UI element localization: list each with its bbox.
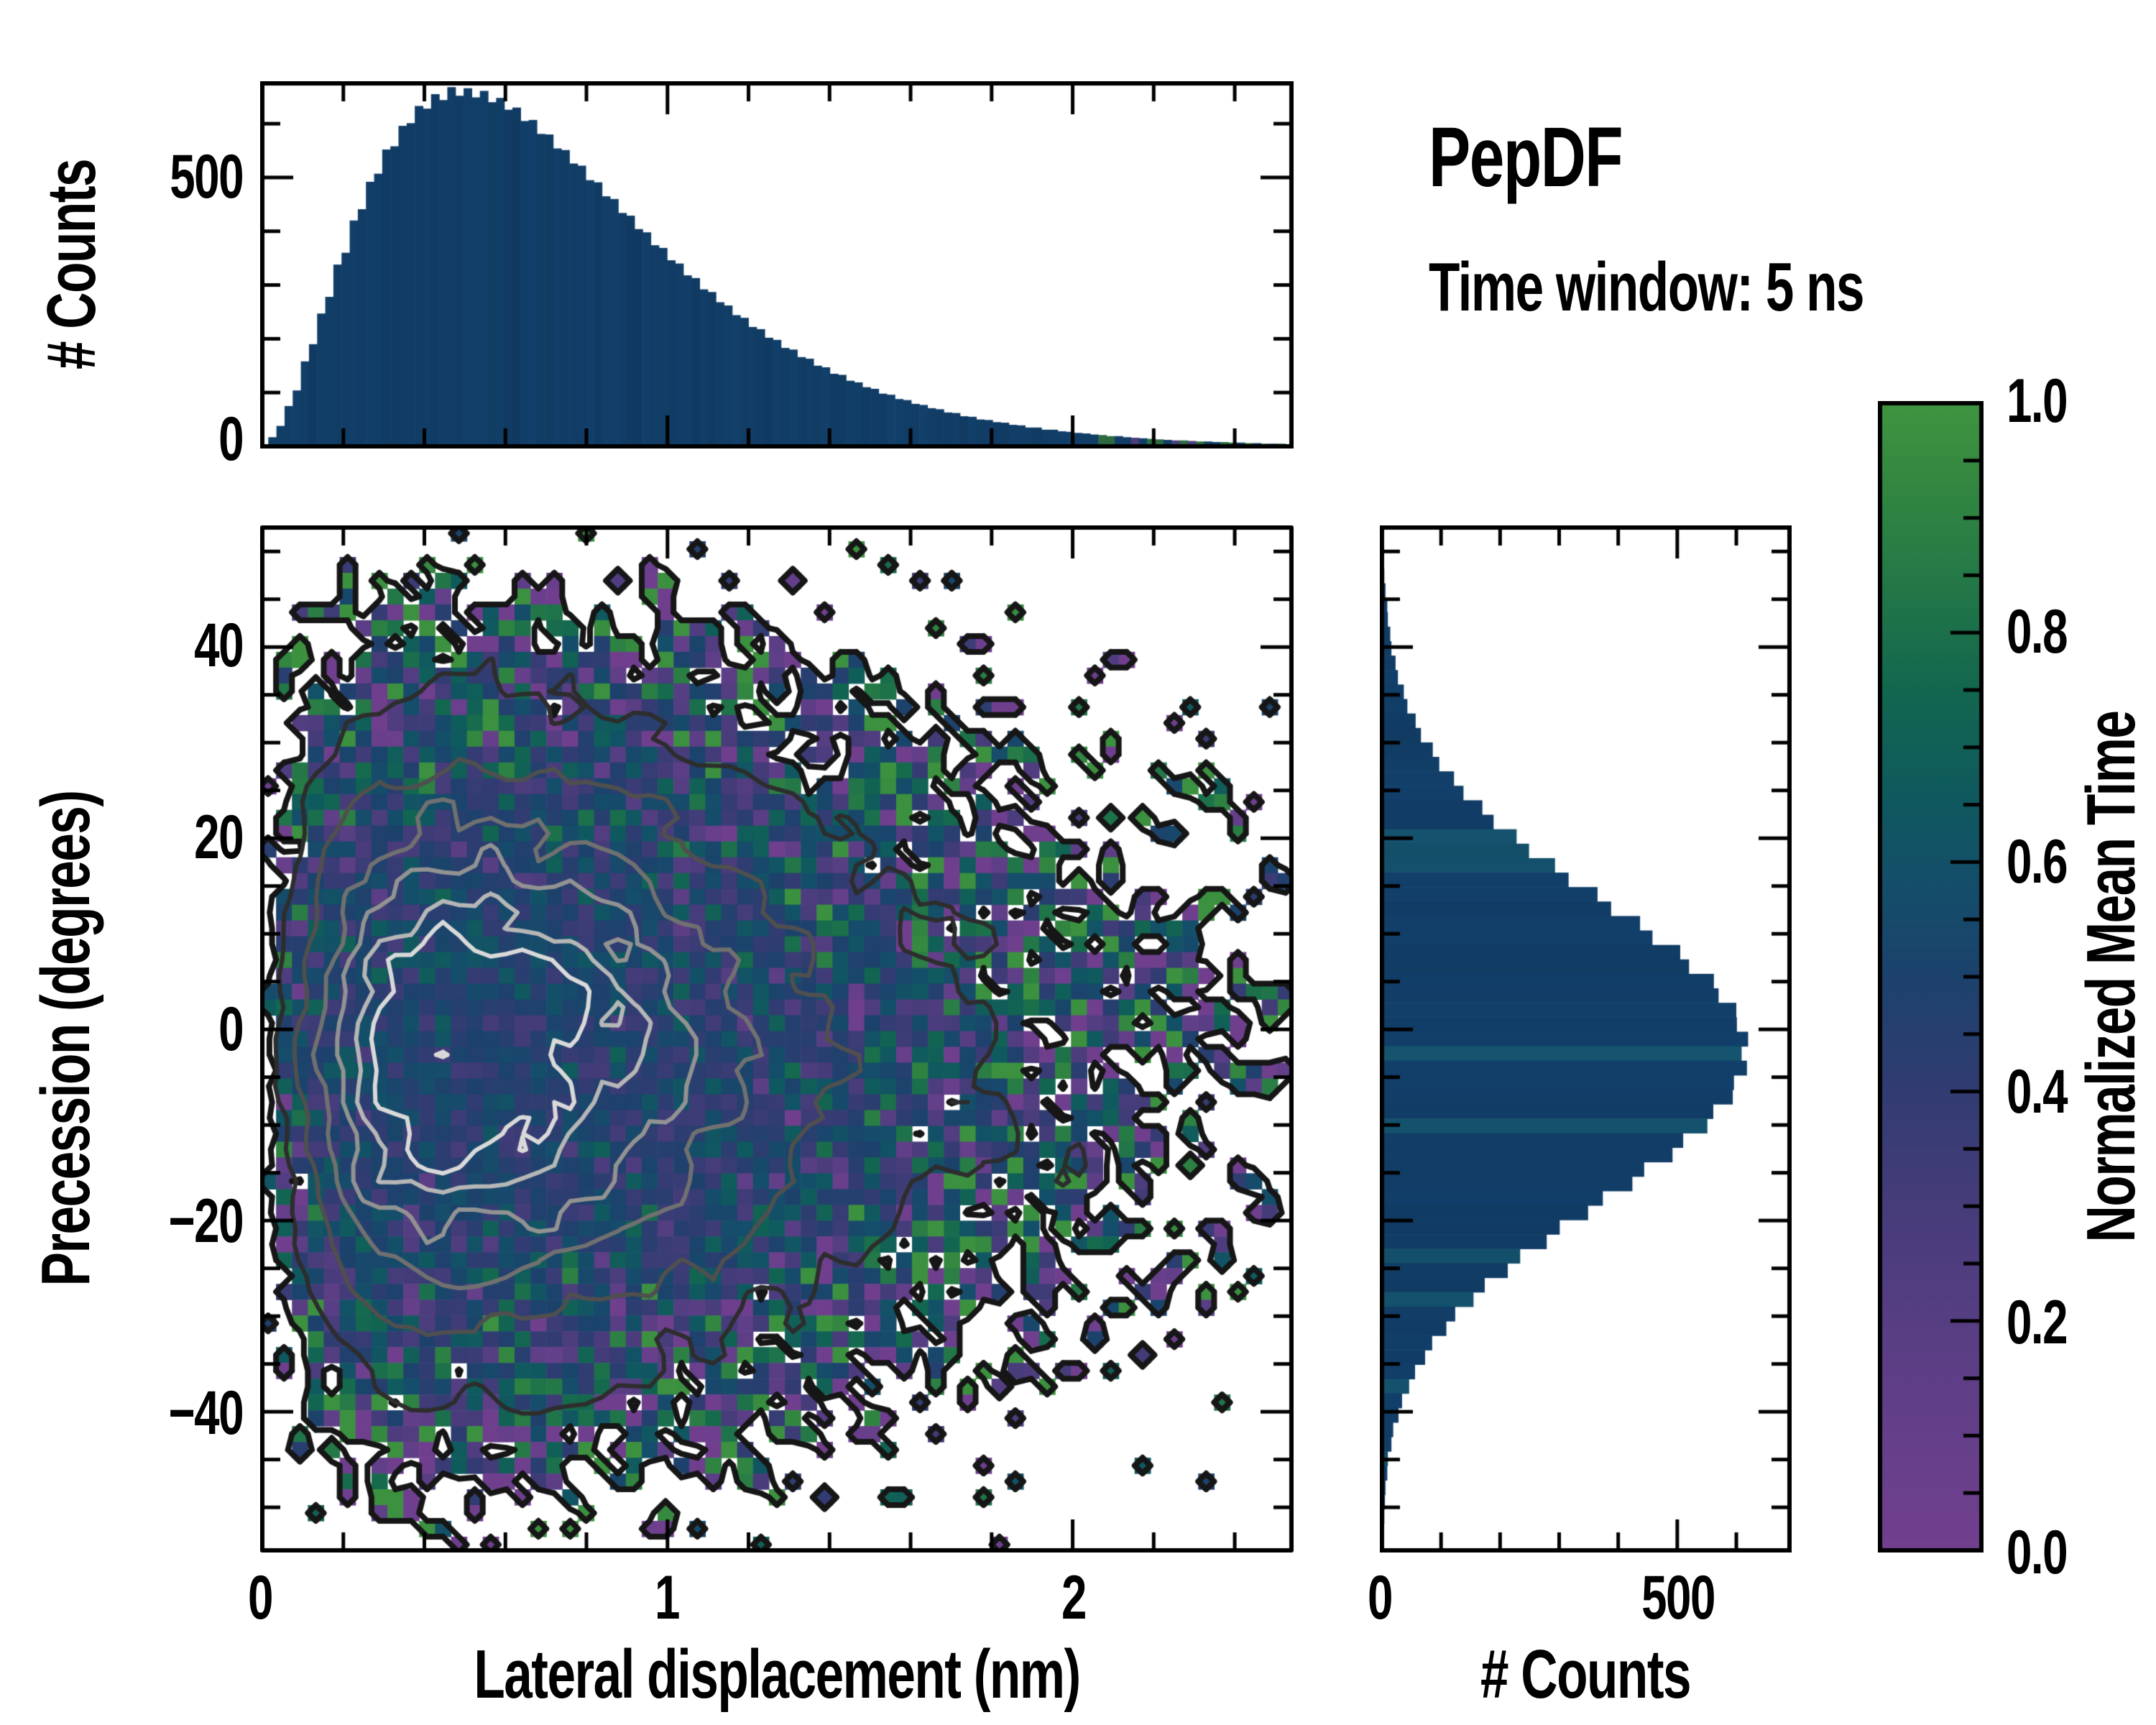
main-y-tick-m40: −40	[168, 1379, 244, 1448]
main-x-tick-2: 2	[1061, 1563, 1087, 1632]
top-marginal-histogram	[260, 81, 1294, 448]
main-x-tick-1: 1	[655, 1563, 680, 1632]
cbar-tick-0.4: 0.4	[2007, 1057, 2068, 1126]
right-marginal-histogram	[1380, 525, 1792, 1552]
right-x-axis-label: # Counts	[1480, 1636, 1692, 1713]
main-y-tick-0: 0	[218, 995, 244, 1064]
main-x-axis-label: Lateral displacement (nm)	[474, 1636, 1081, 1713]
top-y-tick-500: 500	[170, 142, 244, 211]
cbar-tick-0.2: 0.2	[2007, 1288, 2068, 1357]
main-y-tick-m20: −20	[168, 1187, 244, 1256]
main-x-tick-0: 0	[248, 1563, 273, 1632]
cbar-tick-0.6: 0.6	[2007, 827, 2068, 896]
cbar-tick-0.8: 0.8	[2007, 597, 2068, 666]
cbar-tick-1.0: 1.0	[2007, 367, 2068, 436]
top-y-tick-0: 0	[218, 405, 244, 474]
colorbar-label: Normalized Mean Time	[2073, 711, 2150, 1243]
colorbar	[1878, 401, 1984, 1552]
main-y-tick-40: 40	[194, 611, 244, 680]
right-x-tick-0: 0	[1368, 1563, 1393, 1632]
right-x-tick-500: 500	[1641, 1563, 1715, 1632]
cbar-tick-0.0: 0.0	[2007, 1518, 2068, 1587]
joint-heatmap-plot	[260, 525, 1294, 1552]
main-y-tick-20: 20	[194, 803, 244, 872]
main-y-axis-label: Precession (degrees)	[27, 791, 104, 1287]
subtitle: Time window: 5 ns	[1429, 249, 1865, 326]
page-title: PepDF	[1429, 110, 1623, 205]
